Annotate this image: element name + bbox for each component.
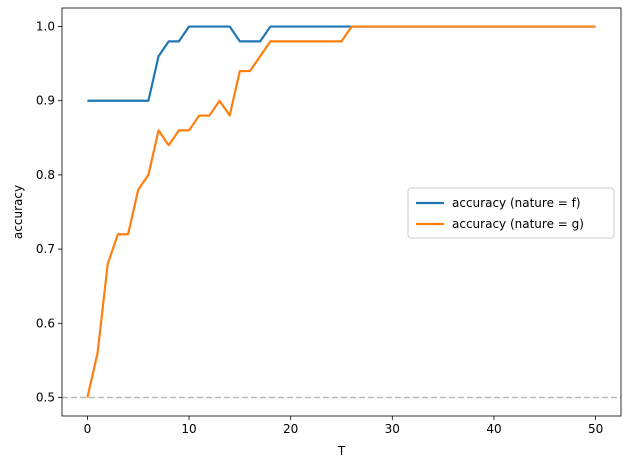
- y-axis: 0.5 0.6 0.7 0.8 0.9 1.0: [36, 20, 62, 404]
- plot-frame: [61, 7, 622, 417]
- x-axis-label: T: [337, 444, 346, 458]
- legend: accuracy (nature = f) accuracy (nature = …: [407, 187, 615, 239]
- series-line-f: [87, 25, 596, 102]
- y-tick-label: 0.8: [36, 168, 55, 182]
- x-tick-label: 20: [283, 422, 298, 436]
- legend-label: accuracy (nature = g): [452, 217, 584, 231]
- x-axis: 0 10 20 30 40 50: [84, 416, 603, 436]
- y-tick-label: 0.6: [36, 316, 55, 330]
- legend-box: [407, 187, 615, 239]
- y-tick-label: 1.0: [36, 20, 55, 34]
- legend-label: accuracy (nature = f): [452, 196, 581, 210]
- y-axis-label: accuracy: [11, 185, 25, 239]
- x-tick-label: 10: [181, 422, 196, 436]
- x-tick-label: 50: [588, 422, 603, 436]
- y-tick-label: 0.9: [36, 94, 55, 108]
- x-tick-label: 30: [385, 422, 400, 436]
- y-tick-label: 0.5: [36, 390, 55, 404]
- x-tick-label: 40: [486, 422, 501, 436]
- series-line-g: [86, 25, 596, 398]
- y-tick-label: 0.7: [36, 242, 55, 256]
- x-tick-label: 0: [84, 422, 92, 436]
